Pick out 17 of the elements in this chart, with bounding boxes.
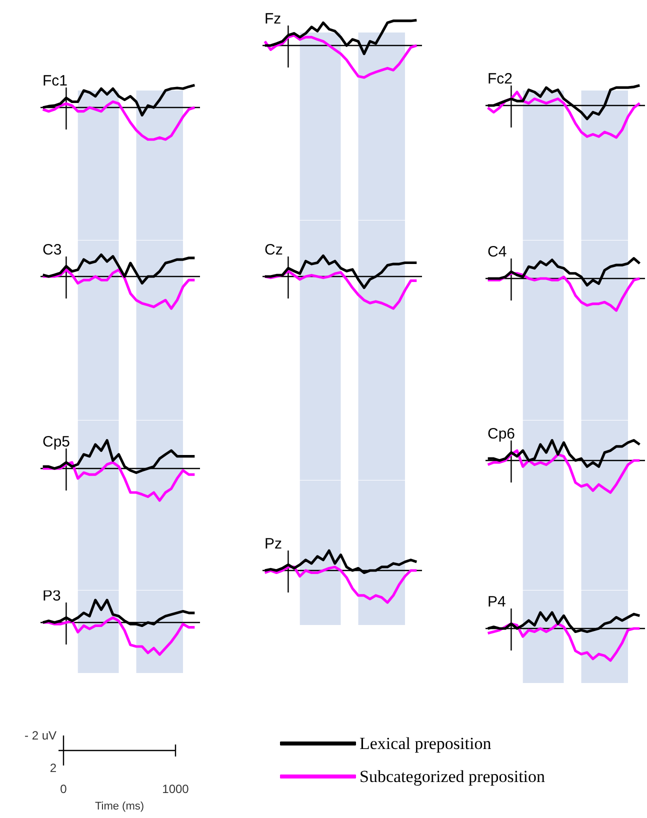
- legend-label: Subcategorized preposition: [360, 767, 546, 786]
- text: 2: [50, 761, 57, 775]
- chart-title: Cp6: [488, 426, 516, 442]
- chart-title: Fc2: [488, 70, 513, 88]
- chart-title: C4: [488, 244, 507, 260]
- chart-title: P4: [488, 594, 506, 610]
- chart-title: C3: [42, 242, 62, 258]
- chart-title: Fz: [264, 10, 282, 28]
- legend-label: Lexical preposition: [360, 734, 492, 753]
- chart-title: Pz: [264, 536, 282, 552]
- chart-title: Cz: [264, 242, 283, 258]
- chart-title: Cp5: [42, 434, 70, 450]
- text: 1000: [162, 782, 190, 796]
- chart-title: Fc1: [42, 72, 68, 90]
- text: 0: [60, 782, 68, 796]
- text: Time (ms): [94, 800, 144, 812]
- text: - 2 uV: [24, 728, 56, 742]
